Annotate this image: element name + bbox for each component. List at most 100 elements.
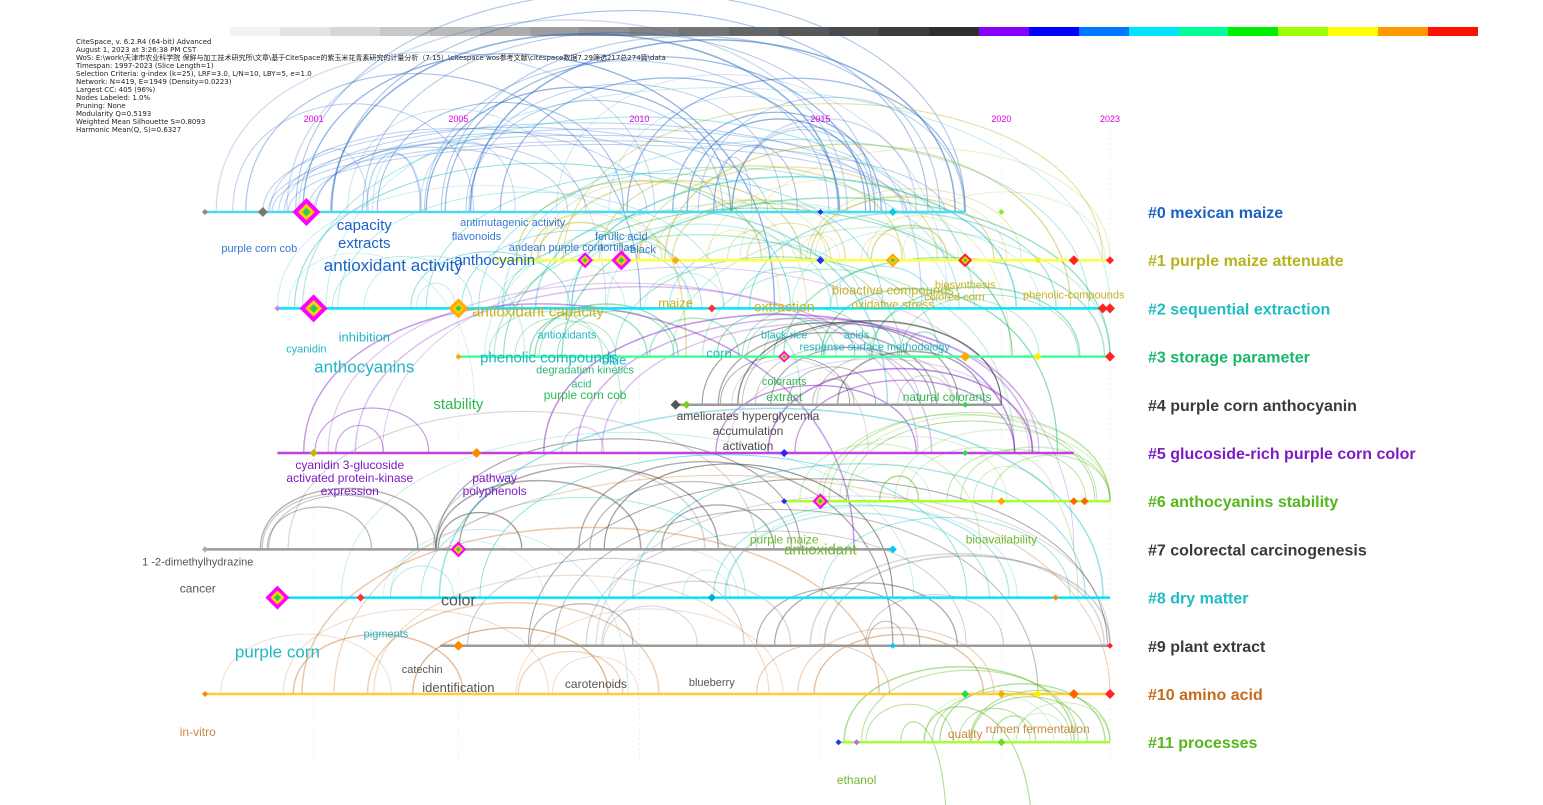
keyword-node[interactable] [1105, 689, 1115, 699]
keyword-node[interactable] [816, 256, 825, 265]
keyword-node[interactable] [960, 351, 971, 362]
keyword-node[interactable] [1033, 352, 1042, 361]
keyword-node[interactable] [671, 256, 680, 265]
cluster-label-3[interactable]: #3 storage parameter [1148, 350, 1310, 367]
citation-arc [267, 134, 904, 213]
cluster-label-10[interactable]: #10 amino acid [1148, 687, 1263, 704]
keyword-label: extract [766, 390, 803, 404]
cluster-label-2[interactable]: #2 sequential extraction [1148, 301, 1330, 318]
keyword-node[interactable] [997, 738, 1006, 747]
keyword-node[interactable] [257, 207, 268, 217]
year-axis-labels: 2001 2005 2010 2015 2020 2023 [304, 114, 1120, 124]
keyword-node[interactable] [356, 593, 365, 602]
year-grid [313, 128, 1111, 760]
keyword-node[interactable] [998, 209, 1005, 215]
keyword-node[interactable] [202, 691, 208, 697]
citation-arc [773, 582, 958, 646]
cluster-label-9[interactable]: #9 plant extract [1148, 639, 1266, 656]
keyword-node[interactable] [1105, 351, 1115, 362]
keyword-node[interactable] [202, 546, 208, 553]
cluster-label-8[interactable]: #8 dry matter [1148, 591, 1249, 608]
keyword-node[interactable] [274, 305, 281, 312]
keyword-node[interactable] [1052, 594, 1059, 601]
keyword-node[interactable] [471, 448, 482, 458]
citation-arc [287, 410, 758, 550]
colorbar-swatch [479, 27, 530, 36]
citation-arc [562, 103, 1104, 261]
keyword-node[interactable] [1105, 303, 1115, 314]
keyword-node[interactable] [1106, 256, 1114, 265]
keyword-node[interactable] [707, 304, 716, 313]
keyword-node[interactable] [455, 353, 462, 360]
keyword-node[interactable] [707, 593, 716, 602]
citation-arc [418, 141, 517, 213]
citation-arc [600, 322, 1040, 454]
keyword-label: purple maize [750, 532, 819, 546]
keyword-node[interactable] [780, 449, 789, 457]
keyword-node[interactable] [1068, 689, 1079, 699]
keyword-node[interactable] [888, 208, 897, 216]
cluster-label-7[interactable]: #7 colorectal carcinogenesis [1148, 542, 1367, 559]
citation-arc [820, 288, 1059, 454]
keyword-label: cyanidin [286, 344, 326, 356]
keyword-node[interactable] [962, 401, 969, 408]
keyword-label: polyphenols [463, 484, 527, 498]
keyword-node[interactable] [961, 690, 970, 698]
citation-arc [416, 282, 456, 309]
keyword-node[interactable] [817, 209, 824, 215]
keyword-node[interactable] [453, 640, 464, 651]
keyword-node[interactable] [202, 209, 208, 215]
keyword-node[interactable] [1033, 690, 1042, 698]
keyword-node[interactable] [781, 498, 788, 505]
citation-arc [285, 19, 849, 213]
keyword-node[interactable] [962, 450, 969, 456]
citation-arc [517, 651, 624, 695]
keyword-node[interactable] [1034, 257, 1041, 264]
citation-arc [671, 226, 1111, 357]
keyword-node[interactable] [889, 642, 896, 649]
citation-arc [444, 56, 867, 213]
cluster-label-5[interactable]: #5 glucoside-rich purple corn color [1148, 446, 1416, 463]
keyword-node[interactable] [1068, 255, 1079, 266]
keyword-node[interactable] [1080, 497, 1089, 506]
keyword-node[interactable] [997, 497, 1006, 506]
keyword-label: anthocyanins [314, 358, 414, 377]
citation-arc [713, 144, 798, 213]
cluster-label-6[interactable]: #6 anthocyanins stability [1148, 494, 1338, 511]
keyword-node[interactable] [888, 545, 897, 554]
citation-arc [900, 721, 947, 805]
cluster-label-1[interactable]: #1 purple maize attenuate [1148, 253, 1344, 270]
citation-arc [708, 179, 960, 261]
keyword-node[interactable] [309, 449, 318, 457]
citation-arc [382, 540, 544, 598]
citation-arc [671, 199, 847, 261]
citation-arc [589, 480, 793, 550]
keyword-node[interactable] [1097, 303, 1108, 314]
keyword-label: antioxidant capacity [472, 303, 604, 320]
colorbar-swatch [928, 27, 979, 36]
citation-arc [478, 166, 960, 309]
citation-arc [836, 350, 985, 405]
citation-arc [438, 407, 1104, 598]
citation-arc [868, 296, 1040, 357]
keyword-node[interactable] [997, 690, 1006, 698]
keyword-label: rumen fermentation [986, 722, 1090, 736]
cluster-label-11[interactable]: #11 processes [1148, 735, 1258, 752]
cluster-label-0[interactable]: #0 mexican maize [1148, 205, 1283, 222]
keyword-node[interactable] [1107, 642, 1113, 649]
citation-arc [330, 33, 840, 213]
keyword-node[interactable] [1069, 497, 1078, 506]
citation-arc [278, 146, 569, 213]
citation-arc [315, 142, 587, 213]
keyword-node[interactable] [853, 739, 860, 746]
colorbar-swatch [230, 27, 280, 36]
keyword-node[interactable] [835, 739, 842, 746]
citation-arc [716, 312, 826, 357]
keyword-node[interactable] [670, 399, 681, 410]
keyword-node[interactable] [682, 400, 691, 409]
cluster-label-4[interactable]: #4 purple corn anthocyanin [1148, 398, 1357, 415]
citation-arc [499, 77, 841, 213]
info-line: Weighted Mean Silhouette S=0.8093 [76, 118, 206, 126]
citation-arc [410, 251, 571, 309]
citation-arc [437, 511, 523, 550]
